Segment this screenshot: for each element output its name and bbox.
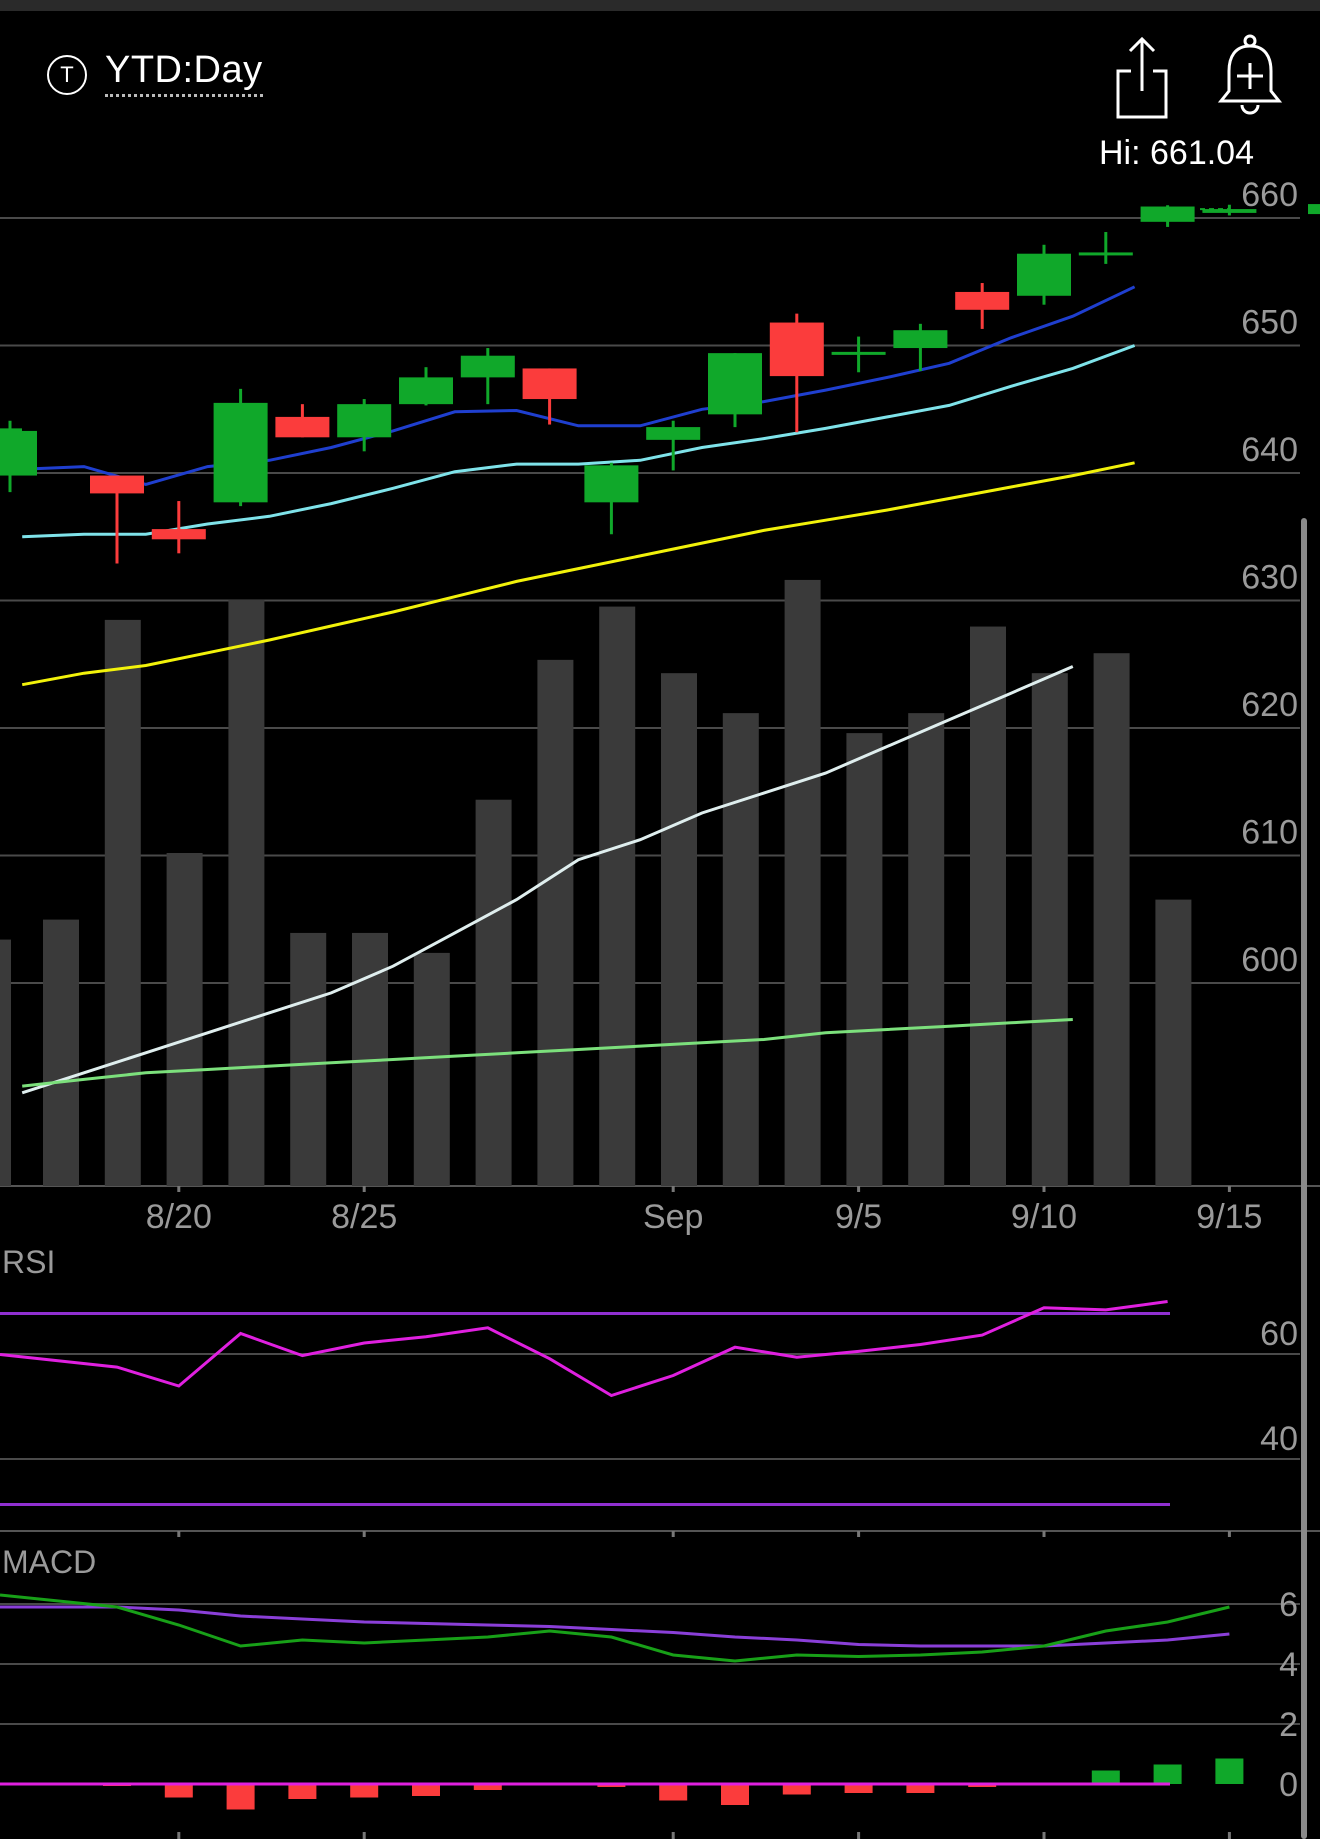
volume-bar	[599, 606, 636, 1186]
candle-body	[1017, 253, 1071, 296]
macd-histogram-bar	[412, 1784, 440, 1796]
macd-histogram-bar	[659, 1784, 688, 1801]
share-icon	[1116, 36, 1168, 119]
candle-body	[460, 355, 515, 378]
volume-bar	[1155, 899, 1192, 1186]
candle-body	[1202, 209, 1257, 213]
date-tick-label: 8/25	[331, 1198, 397, 1236]
volume-bar	[537, 659, 574, 1186]
volume-bar	[475, 799, 512, 1186]
macd-histogram-bar	[226, 1784, 255, 1810]
candle-body	[0, 430, 37, 476]
volume-bar	[1093, 653, 1130, 1186]
macd-histogram-bar	[782, 1784, 811, 1795]
price-tick-label: 630	[1241, 559, 1298, 597]
price-tick-label: 600	[1241, 941, 1298, 979]
macd-histogram-bar	[1091, 1770, 1120, 1784]
rsi-tick-label: 40	[1260, 1420, 1298, 1458]
macd-histogram-bar	[473, 1784, 502, 1790]
volume-bar	[1031, 673, 1068, 1186]
rsi-line	[0, 1300, 1168, 1398]
macd-tick-label: 2	[1279, 1706, 1298, 1744]
candle-body	[0, 428, 22, 436]
macd-tick-label: 4	[1279, 1646, 1298, 1684]
scrollbar[interactable]	[1301, 518, 1307, 1839]
rsi-title: RSI	[2, 1244, 55, 1280]
moving-average-line	[22, 285, 1136, 487]
volume-bar	[0, 939, 11, 1186]
macd-histogram-bar	[906, 1784, 935, 1793]
candle-body	[893, 330, 948, 349]
macd-title: MACD	[2, 1544, 96, 1580]
macd-histogram-bar	[288, 1784, 317, 1799]
price-tick-label: 610	[1241, 814, 1298, 852]
price-tick-label: 640	[1241, 431, 1298, 469]
bell-plus-icon	[1217, 34, 1283, 115]
candle-body	[769, 322, 824, 377]
volume-bar	[908, 713, 945, 1186]
macd-histogram-bar	[721, 1784, 749, 1805]
moving-average-line	[21, 461, 1135, 687]
macd-tick-label: 6	[1279, 1586, 1298, 1624]
date-tick-label: 9/15	[1196, 1198, 1262, 1236]
moving-average-line	[22, 344, 1136, 539]
top-divider	[0, 0, 1320, 11]
volume-bar	[228, 599, 265, 1186]
volume-bar	[413, 952, 450, 1186]
candle-body	[646, 427, 701, 440]
chart-header: T YTD:Day	[0, 11, 1320, 121]
rsi-tick-label: 60	[1260, 1315, 1298, 1353]
volume-average-line	[22, 1018, 1073, 1088]
macd-histogram-bar	[844, 1784, 873, 1793]
volume-bar	[846, 733, 883, 1186]
volume-bar	[290, 932, 327, 1186]
candle-body	[1078, 252, 1133, 256]
candle-body	[151, 529, 206, 540]
candle-body	[955, 291, 1010, 310]
volume-average-line	[21, 665, 1074, 1095]
macd-histogram-bar	[1153, 1764, 1182, 1784]
last-price-tag	[1308, 204, 1320, 215]
date-tick-label: 9/5	[835, 1198, 882, 1236]
candle-body	[399, 377, 453, 405]
candle-body	[831, 351, 886, 355]
share-button[interactable]	[1110, 35, 1174, 119]
volume-bar	[661, 673, 697, 1186]
price-tick-label: 650	[1241, 304, 1298, 342]
price-tick-label: 660	[1241, 176, 1298, 214]
candle-body	[522, 368, 577, 400]
macd-line	[0, 1593, 1230, 1663]
period-selector[interactable]: YTD:Day	[105, 49, 263, 97]
volume-bar	[166, 853, 203, 1186]
volume-bar	[784, 579, 821, 1186]
candle-body	[337, 404, 392, 438]
volume-bar	[43, 919, 79, 1186]
macd-tick-label: 0	[1279, 1766, 1298, 1804]
candle-body	[1140, 206, 1195, 222]
date-tick-label: 8/20	[146, 1198, 212, 1236]
candle-body	[90, 475, 144, 494]
candle-body	[275, 416, 330, 438]
macd-histogram-bar	[350, 1784, 379, 1798]
macd-histogram-bar	[164, 1784, 193, 1798]
alert-button[interactable]	[1215, 33, 1285, 121]
candle-body	[213, 402, 268, 503]
candle-body	[584, 465, 639, 503]
candle-body	[708, 353, 762, 415]
volume-bar	[970, 626, 1006, 1186]
volume-bar	[722, 713, 759, 1186]
date-tick-label: Sep	[643, 1198, 704, 1236]
period-type-icon[interactable]: T	[47, 55, 87, 95]
date-tick-label: 9/10	[1011, 1198, 1077, 1236]
macd-histogram-bar	[1215, 1758, 1244, 1784]
volume-bar	[104, 619, 141, 1186]
high-value-label: Hi: 661.04	[1099, 134, 1254, 172]
price-tick-label: 620	[1241, 686, 1298, 724]
